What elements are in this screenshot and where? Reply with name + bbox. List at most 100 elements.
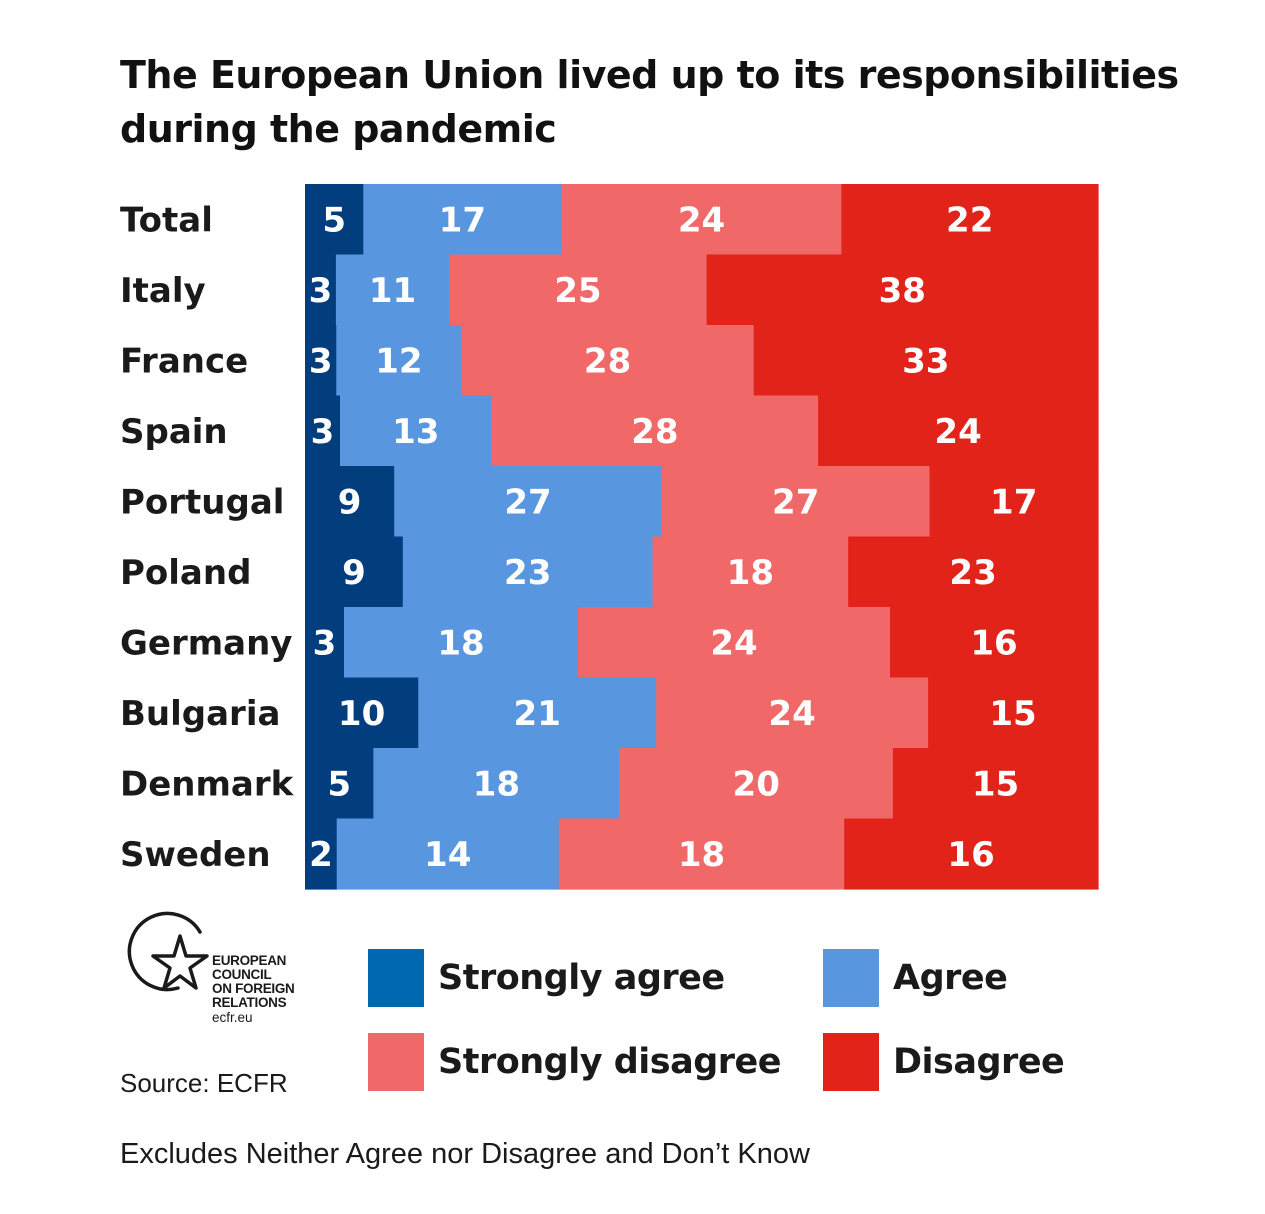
bar-italy-disagree xyxy=(706,254,1099,326)
bar-portugal-disagree xyxy=(929,466,1099,538)
category-label-italy: Italy xyxy=(120,271,206,311)
star-circle-icon xyxy=(127,911,209,992)
bar-poland-agree xyxy=(402,536,654,608)
category-label-portugal: Portugal xyxy=(120,482,284,522)
value-label-portugal-strongly-disagree: 27 xyxy=(772,482,819,522)
value-label-germany-disagree: 16 xyxy=(970,623,1017,663)
value-label-total-strongly-agree: 5 xyxy=(322,200,346,240)
bar-sweden-strongly-agree xyxy=(305,818,338,890)
footnote: Excludes Neither Agree nor Disagree and … xyxy=(120,1138,810,1170)
chart-title: The European Union lived up to its respo… xyxy=(120,53,1179,151)
value-label-france-disagree: 33 xyxy=(902,341,949,381)
category-label-total: Total xyxy=(120,200,213,240)
value-label-poland-strongly-disagree: 18 xyxy=(727,553,774,593)
value-label-total-disagree: 22 xyxy=(946,200,993,240)
value-label-spain-strongly-agree: 3 xyxy=(311,412,335,452)
legend: Strongly agree Agree Strongly disagree D… xyxy=(368,948,1108,1098)
legend-swatch-strongly-disagree xyxy=(368,1033,424,1091)
value-label-spain-strongly-disagree: 28 xyxy=(631,412,678,452)
bar-denmark-strongly-disagree xyxy=(619,748,894,820)
bar-poland-strongly-disagree xyxy=(652,536,849,608)
value-label-sweden-strongly-agree: 2 xyxy=(309,835,333,875)
category-label-germany: Germany xyxy=(120,623,292,663)
logo-line-3: ON FOREIGN xyxy=(212,981,295,996)
category-label-sweden: Sweden xyxy=(120,835,271,875)
bar-total-strongly-disagree xyxy=(561,184,843,256)
category-label-poland: Poland xyxy=(120,553,251,593)
value-label-bulgaria-disagree: 15 xyxy=(989,694,1036,734)
value-label-total-strongly-disagree: 24 xyxy=(678,200,725,240)
value-label-poland-agree: 23 xyxy=(504,553,551,593)
logo-line-1: EUROPEAN xyxy=(212,953,287,968)
bar-italy-strongly-agree xyxy=(305,254,337,326)
bar-portugal-agree xyxy=(394,466,663,538)
value-label-portugal-disagree: 17 xyxy=(990,482,1037,522)
value-label-sweden-strongly-disagree: 18 xyxy=(678,835,725,875)
bar-france-disagree xyxy=(753,325,1099,397)
value-label-portugal-agree: 27 xyxy=(504,482,551,522)
bar-spain-disagree xyxy=(818,395,1099,467)
bar-bulgaria-disagree xyxy=(928,677,1099,749)
bar-portugal-strongly-disagree xyxy=(661,466,930,538)
value-label-denmark-agree: 18 xyxy=(473,764,520,804)
bar-poland-strongly-agree xyxy=(305,536,404,608)
bar-denmark-strongly-agree xyxy=(305,748,374,820)
bar-bulgaria-strongly-disagree xyxy=(656,677,929,749)
category-label-france: France xyxy=(120,341,248,381)
bar-sweden-disagree xyxy=(844,818,1099,890)
value-label-italy-agree: 11 xyxy=(369,271,416,311)
legend-swatch-disagree xyxy=(823,1033,879,1091)
value-label-total-agree: 17 xyxy=(439,200,486,240)
legend-label-strongly-agree: Strongly agree xyxy=(438,958,725,998)
legend-item-strongly-agree: Strongly agree xyxy=(368,948,725,1008)
bar-france-agree xyxy=(336,325,463,397)
category-label-bulgaria: Bulgaria xyxy=(120,694,280,734)
value-label-denmark-strongly-agree: 5 xyxy=(327,764,351,804)
value-label-france-strongly-agree: 3 xyxy=(309,341,333,381)
bar-total-agree xyxy=(363,184,563,256)
legend-item-strongly-disagree: Strongly disagree xyxy=(368,1032,782,1092)
bar-portugal-strongly-agree xyxy=(305,466,395,538)
value-label-poland-disagree: 23 xyxy=(949,553,996,593)
logo-line-2: COUNCIL xyxy=(212,967,272,982)
value-label-bulgaria-strongly-agree: 10 xyxy=(338,694,385,734)
bar-total-strongly-agree xyxy=(305,184,364,256)
value-label-germany-strongly-agree: 3 xyxy=(313,623,337,663)
legend-label-agree: Agree xyxy=(893,958,1008,998)
value-label-poland-strongly-agree: 9 xyxy=(342,553,366,593)
stacked-bar-chart: Total Italy France Spain Portugal Poland Germa… xyxy=(120,184,1099,890)
value-label-italy-strongly-disagree: 25 xyxy=(554,271,601,311)
category-labels: Total Italy France Spain Portugal Poland Germa… xyxy=(120,200,295,875)
bars xyxy=(305,184,1099,890)
bar-denmark-agree xyxy=(373,748,621,820)
bar-spain-agree xyxy=(340,395,493,467)
value-label-sweden-disagree: 16 xyxy=(947,835,994,875)
legend-swatch-strongly-agree xyxy=(368,949,424,1007)
value-label-sweden-agree: 14 xyxy=(424,835,471,875)
category-label-spain: Spain xyxy=(120,412,228,452)
bar-italy-agree xyxy=(335,254,450,326)
value-label-italy-disagree: 38 xyxy=(879,271,926,311)
value-label-spain-agree: 13 xyxy=(392,412,439,452)
legend-swatch-agree xyxy=(823,949,879,1007)
legend-label-strongly-disagree: Strongly disagree xyxy=(438,1042,782,1082)
bar-spain-strongly-agree xyxy=(305,395,341,467)
value-label-germany-agree: 18 xyxy=(437,623,484,663)
logo-url: ecfr.eu xyxy=(212,1010,253,1025)
bar-denmark-disagree xyxy=(892,748,1099,820)
bar-france-strongly-agree xyxy=(305,325,337,397)
bar-bulgaria-agree xyxy=(418,677,657,749)
legend-label-disagree: Disagree xyxy=(893,1042,1065,1082)
value-label-denmark-strongly-disagree: 20 xyxy=(733,764,780,804)
value-label-germany-strongly-disagree: 24 xyxy=(710,623,757,663)
bar-germany-agree xyxy=(344,607,579,679)
legend-item-agree: Agree xyxy=(823,948,1008,1008)
value-label-france-agree: 12 xyxy=(375,341,422,381)
value-label-portugal-strongly-agree: 9 xyxy=(338,482,362,522)
value-label-france-strongly-disagree: 28 xyxy=(584,341,631,381)
value-label-bulgaria-strongly-disagree: 24 xyxy=(768,694,815,734)
logo-line-4: RELATIONS xyxy=(212,995,287,1010)
bar-italy-strongly-disagree xyxy=(449,254,708,326)
bar-bulgaria-strongly-agree xyxy=(305,677,419,749)
ecfr-logo: EUROPEAN COUNCIL ON FOREIGN RELATIONS ec… xyxy=(118,898,318,1038)
